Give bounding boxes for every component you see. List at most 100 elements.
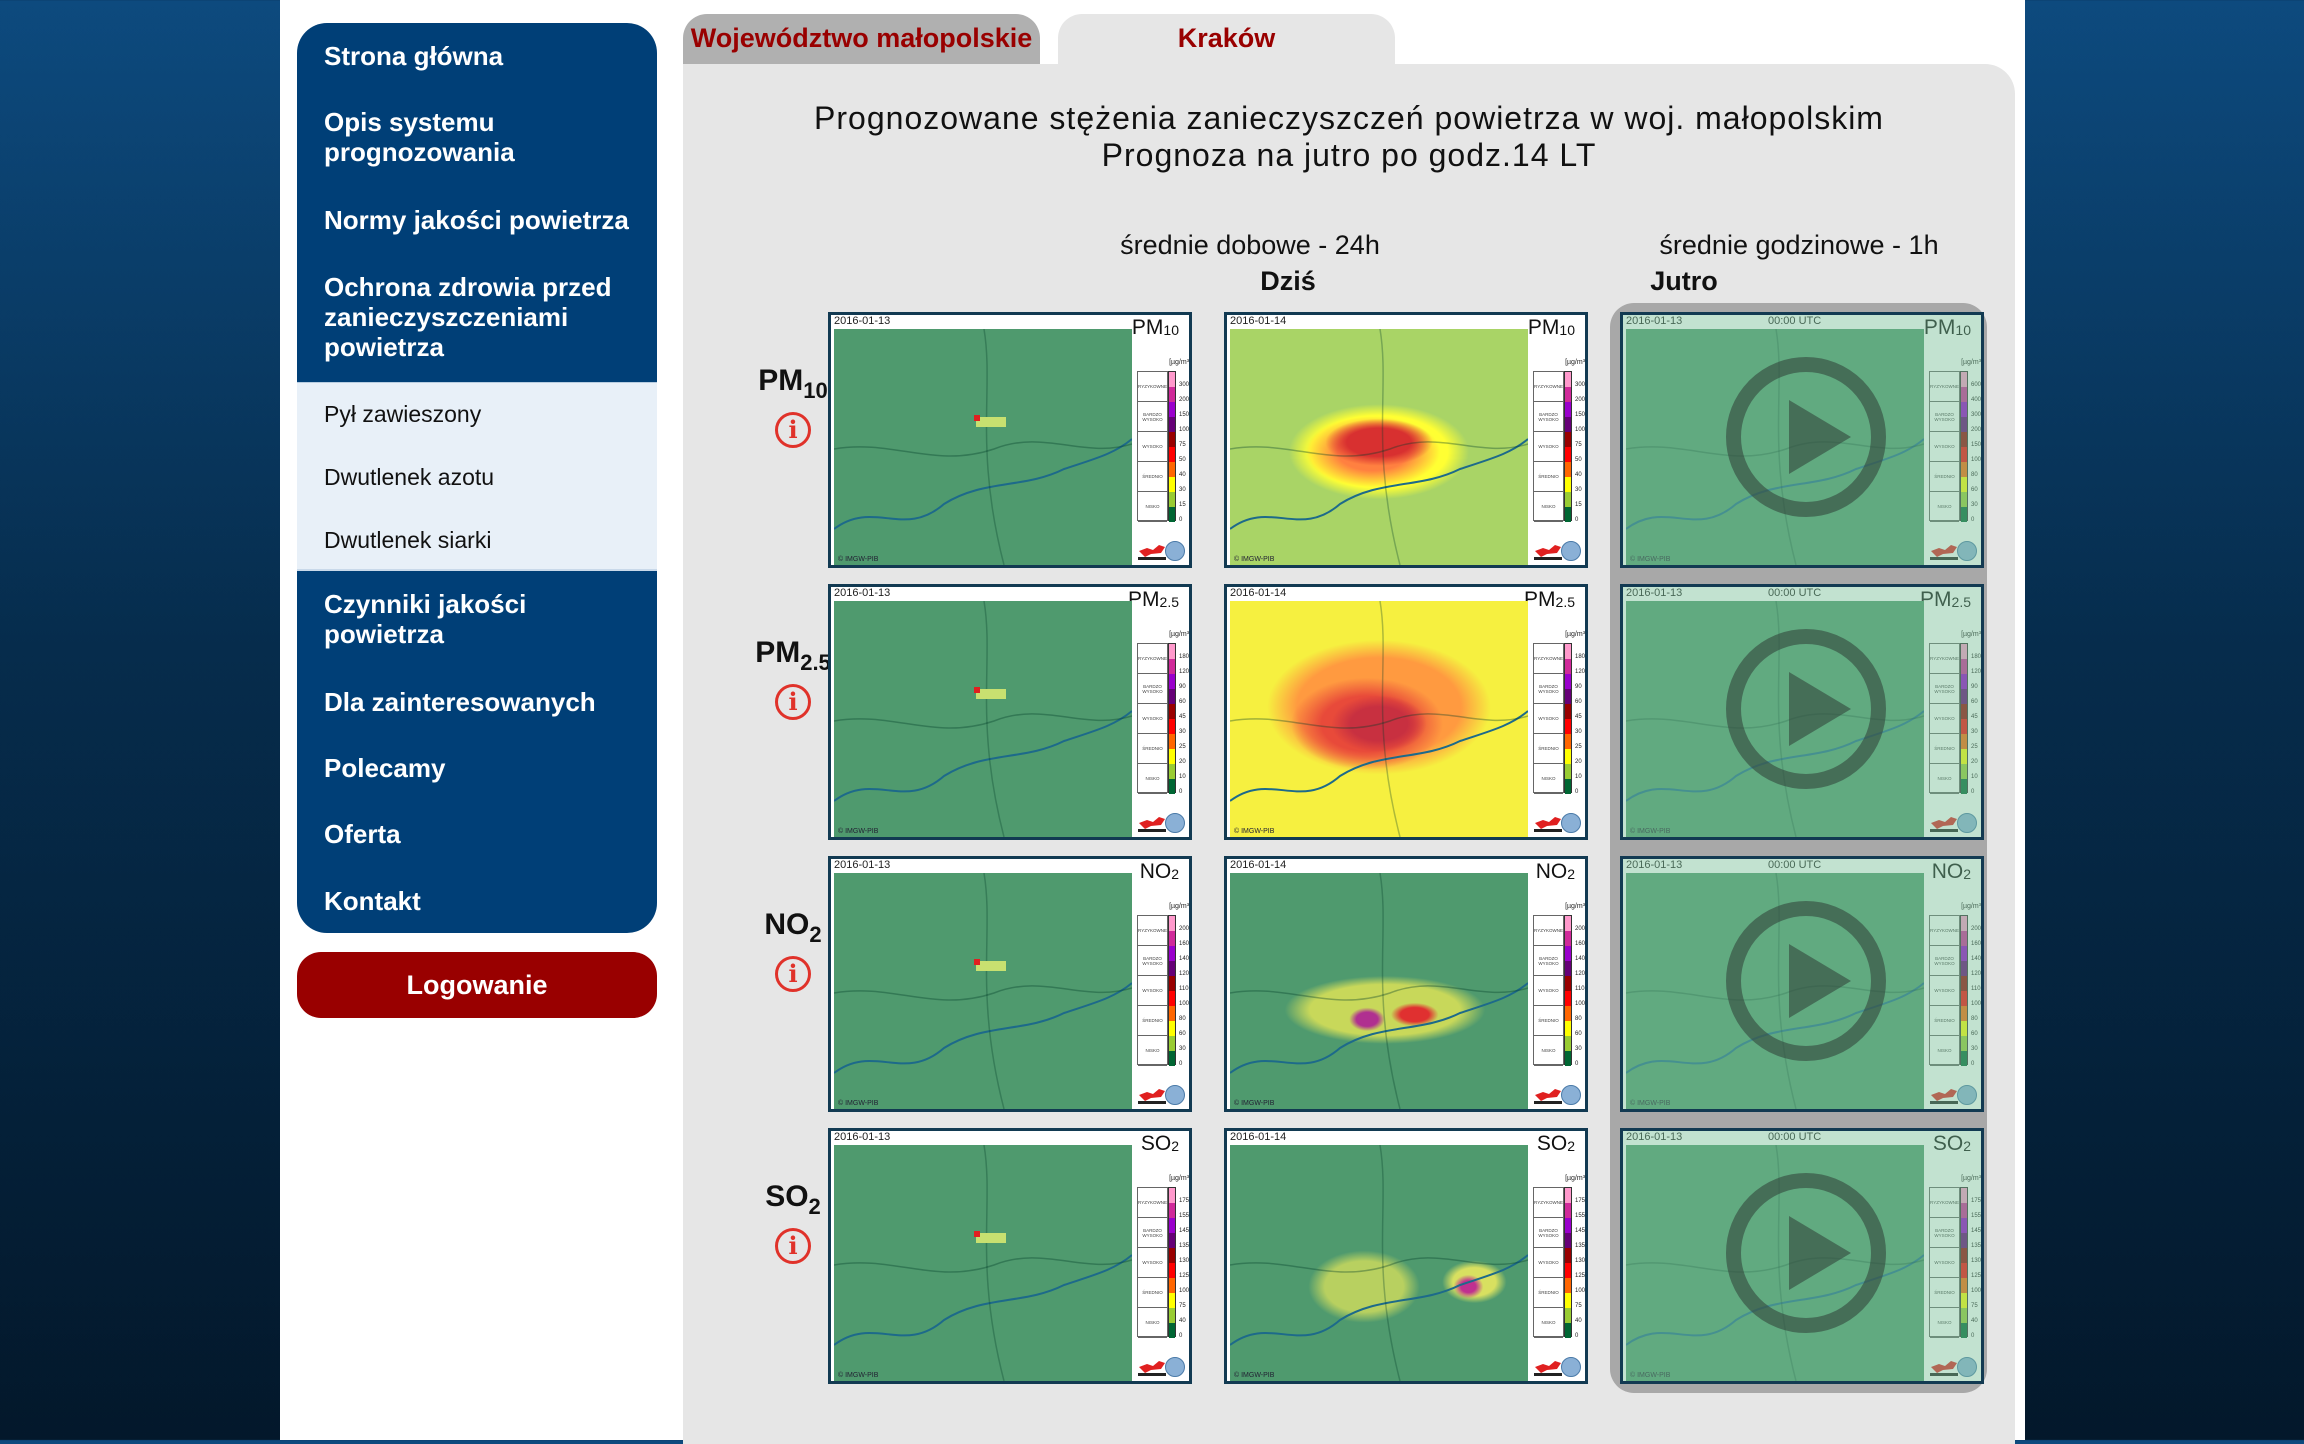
legend-color-swatch [1169,1051,1175,1066]
legend-category: BARDZO WYSOKO [1138,1218,1167,1248]
nav-air-quality-factors[interactable]: Czynniki jakości powietrza [324,589,527,649]
forecast-map-so2-today[interactable]: 2016-01-13 SO2 © IMGW-PIB [µg/m³] RYZYKOW… [828,1128,1192,1384]
play-icon[interactable] [1726,901,1886,1061]
color-legend: [µg/m³] RYZYKOWNE BARDZO WYSOKO WYSOKO ŚREDN… [1137,1175,1190,1345]
legend-tick: 45 [1971,714,1978,720]
legend-unit: [µg/m³] [1565,903,1587,910]
info-icon[interactable]: i [775,956,811,992]
forecast-map-pm25-today[interactable]: 2016-01-13 PM2.5 © IMGW-PIB [µg/m³] RYZYK… [828,584,1192,840]
legend-tick: 30 [1179,1046,1186,1052]
fapps-logo-icon [1534,545,1562,560]
nav-air-quality-norms[interactable]: Normy jakości powietrza [324,205,629,235]
tab-voivodeship[interactable]: Województwo małopolskie [683,14,1040,66]
info-icon[interactable]: i [775,684,811,720]
color-legend: [µg/m³] RYZYKOWNE BARDZO WYSOKO WYSOKO ŚREDN… [1929,903,1981,1073]
map-area: © IMGW-PIB [834,329,1132,565]
legend-category: ŚREDNIO [1534,1006,1563,1036]
nav-offer[interactable]: Oferta [324,819,401,849]
legend-tick: 40 [1575,1318,1582,1324]
nav-system-description[interactable]: Opis systemu prognozowania [324,107,515,167]
legend-color-swatch [1961,402,1967,417]
legend-tick: 20 [1179,759,1186,765]
map-date: 2016-01-14 [1230,859,1287,871]
play-icon[interactable] [1726,1173,1886,1333]
legend-category: BARDZO WYSOKO [1138,402,1167,432]
legend-tick: 135 [1179,1243,1190,1249]
legend-color-swatch [1565,734,1571,749]
legend-tick: 15 [1575,502,1582,508]
river-lines [1230,873,1528,1109]
forecast-map-pm10-hourly[interactable]: 2016-01-13 00:00 UTC PM10 © IMGW-PIB [µg… [1620,312,1984,568]
info-icon[interactable]: i [775,412,811,448]
subnav-sulfur-dioxide[interactable]: Dwutlenek siarki [324,527,492,553]
nav-for-interested[interactable]: Dla zainteresowanych [324,687,596,717]
legend-color-swatch [1565,1006,1571,1021]
pollutant-name: PM [758,364,804,397]
forecast-map-pm10-tomorrow[interactable]: 2016-01-14 PM10 © IMGW-PIB [µg/m³] RYZYKO… [1224,312,1588,568]
legend-tick: 0 [1179,789,1183,795]
tab-krakow[interactable]: Kraków [1058,14,1395,66]
pollutant-name: PM [1524,588,1556,611]
pollutant-name: PM [1923,316,1956,339]
legend-color-swatch [1565,749,1571,764]
map-area: © IMGW-PIB [1230,873,1528,1109]
pollutant-name: SO [1140,1132,1172,1155]
map-date: 2016-01-13 [834,587,891,599]
subnav-nitrogen-dioxide[interactable]: Dwutlenek azotu [324,464,495,490]
legend-color-swatch [1169,477,1175,492]
legend-tick: 150 [1179,412,1190,418]
legend-tick: 45 [1575,714,1582,720]
ekspertyza-logo-icon [1165,1085,1185,1105]
fapps-logo-icon [1534,1089,1562,1104]
legend-unit: [µg/m³] [1961,903,1983,910]
nav-health-protection[interactable]: Ochrona zdrowia przed zanieczyszczeniami… [324,272,612,362]
legend-category: WYSOKO [1930,976,1959,1006]
forecast-map-so2-tomorrow[interactable]: 2016-01-14 SO2 © IMGW-PIB [µg/m³] RYZYKOW… [1224,1128,1588,1384]
legend-color-swatch [1565,931,1571,946]
nav-recommended[interactable]: Polecamy [324,753,446,783]
legend-tick: 80 [1971,472,1978,478]
pollution-patch [976,417,1006,427]
legend-color-swatch [1169,991,1175,1006]
play-icon[interactable] [1726,629,1886,789]
legend-color-swatch [1961,1036,1967,1051]
forecast-map-so2-hourly[interactable]: 2016-01-13 00:00 UTC SO2 © IMGW-PIB [µg/… [1620,1128,1984,1384]
subnav-particulate-matter[interactable]: Pył zawieszony [324,401,482,427]
color-legend: [µg/m³] RYZYKOWNE BARDZO WYSOKO WYSOKO ŚREDN… [1929,1175,1982,1345]
nav-home[interactable]: Strona główna [324,41,504,71]
river-lines [1230,601,1528,837]
legend-tick: 0 [1575,1333,1579,1339]
fapps-logo-icon [1930,545,1958,560]
legend-tick: 90 [1971,684,1978,690]
legend-tick: 300 [1971,412,1982,418]
forecast-map-no2-hourly[interactable]: 2016-01-13 00:00 UTC NO2 © IMGW-PIB [µg/… [1620,856,1984,1112]
legend-category: NISKO [1138,1308,1167,1338]
pollution-patch [974,959,980,965]
login-button[interactable]: Logowanie [297,952,657,1018]
legend-tick: 200 [1575,926,1586,932]
forecast-map-pm25-hourly[interactable]: 2016-01-13 00:00 UTC PM2.5 © IMGW-PIB [µ… [1620,584,1984,840]
map-copyright: © IMGW-PIB [1234,556,1275,563]
forecast-map-pm25-tomorrow[interactable]: 2016-01-14 PM2.5 © IMGW-PIB [µg/m³] RYZYK… [1224,584,1588,840]
legend-category: BARDZO WYSOKO [1534,402,1563,432]
legend-category: ŚREDNIO [1138,1006,1167,1036]
forecast-map-no2-tomorrow[interactable]: 2016-01-14 NO2 © IMGW-PIB [µg/m³] RYZYKOW… [1224,856,1588,1112]
legend-category: ŚREDNIO [1534,734,1563,764]
map-date: 2016-01-13 [834,315,891,327]
pollutant-subscript: 2 [808,1194,821,1219]
pollutant-subscript: 2 [1963,1138,1971,1154]
nav-contact[interactable]: Kontakt [324,886,421,916]
legend-tick: 10 [1575,774,1582,780]
legend-category: ŚREDNIO [1138,462,1167,492]
info-icon[interactable]: i [775,1228,811,1264]
pollutant-subscript: 10 [1955,322,1971,338]
legend-tick: 120 [1575,971,1586,977]
pollutant-name: PM [755,636,801,669]
play-icon[interactable] [1726,357,1886,517]
map-copyright: © IMGW-PIB [1630,828,1671,835]
legend-color-swatch [1565,387,1571,402]
forecast-map-pm10-today[interactable]: 2016-01-13 PM10 © IMGW-PIB [µg/m³] RYZYKO… [828,312,1192,568]
forecast-map-no2-today[interactable]: 2016-01-13 NO2 © IMGW-PIB [µg/m³] RYZYKOW… [828,856,1192,1112]
legend-tick: 175 [1971,1198,1982,1204]
legend-color-swatch [1169,492,1175,507]
